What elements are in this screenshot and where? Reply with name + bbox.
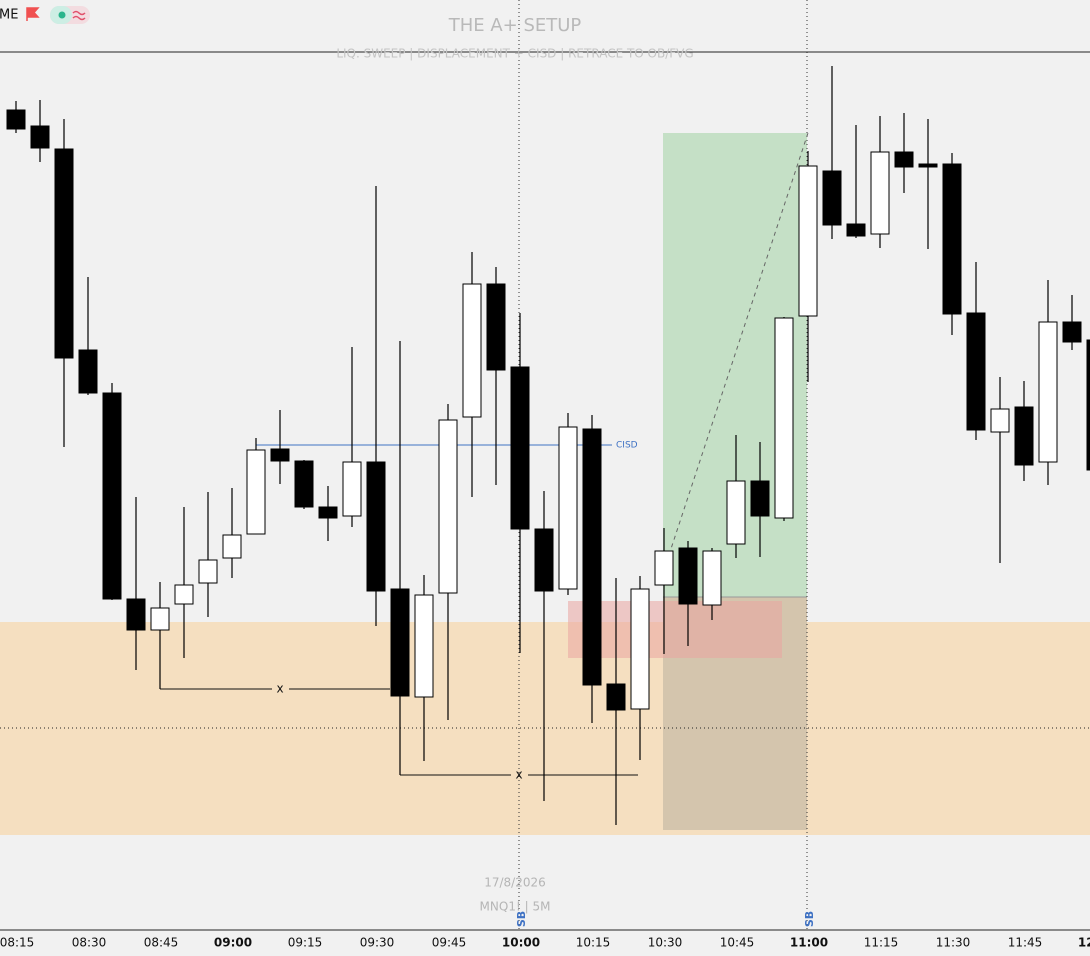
- candle-body: [606, 683, 626, 711]
- wave-icon: [72, 10, 86, 21]
- candle-body: [318, 506, 338, 519]
- candle-body: [534, 528, 554, 592]
- candle-body: [198, 559, 218, 584]
- watermark-date: 17/8/2026: [484, 876, 546, 890]
- x-tick-label: 09:00: [214, 936, 252, 950]
- chart-title: THE A+ SETUP: [448, 15, 582, 36]
- candle-body: [54, 148, 74, 359]
- candle-body: [438, 419, 458, 594]
- time-axis: 08:15 08:30 08:45 09:00 09:15 09:30 09:45 10:00…: [0, 936, 1090, 950]
- x-tick-label: 11:45: [1008, 936, 1043, 950]
- candle-body: [678, 547, 698, 605]
- x-tick-label: 08:30: [72, 936, 107, 950]
- candle-body: [1062, 321, 1082, 343]
- candle-body: [462, 283, 482, 418]
- candle-body: [78, 349, 98, 394]
- x-tick-label: 10:15: [576, 936, 611, 950]
- candle-body: [966, 312, 986, 431]
- candle-body: [390, 588, 410, 697]
- candle-body: [798, 165, 818, 317]
- candle-body: [870, 151, 890, 235]
- candle-body: [582, 428, 602, 686]
- x-tick-label: 10:30: [648, 936, 683, 950]
- candle-body: [750, 480, 770, 517]
- symbol-tag: ME: [0, 8, 18, 23]
- candle-body: [6, 109, 26, 130]
- status-dot: [58, 11, 66, 19]
- candle-body: [942, 163, 962, 315]
- candles: [6, 66, 1090, 825]
- x-tick-label: 08:15: [0, 936, 34, 950]
- candle-body: [510, 366, 530, 530]
- x-tick-label: 12:00: [1078, 936, 1090, 950]
- candle-body: [774, 317, 794, 519]
- candle-body: [1038, 321, 1058, 463]
- candle-body: [1014, 406, 1034, 466]
- cisd-label: CISD: [616, 441, 638, 451]
- candle-body: [654, 550, 674, 586]
- candle-body: [342, 461, 362, 517]
- x-tick-label: 10:00: [502, 936, 540, 950]
- candle-body: [846, 223, 866, 237]
- candle-body: [102, 392, 122, 600]
- session-label: SB: [803, 911, 816, 927]
- sweep-mark: x: [276, 682, 283, 696]
- watermark-symbol: MNQ1! | 5M: [480, 900, 551, 914]
- candle-body: [270, 448, 290, 462]
- x-tick-label: 08:45: [144, 936, 179, 950]
- x-tick-label: 09:15: [288, 936, 323, 950]
- candle-body: [990, 408, 1010, 433]
- x-tick-label: 09:45: [432, 936, 467, 950]
- candle-body: [486, 283, 506, 371]
- flag-icon[interactable]: [26, 7, 40, 21]
- candle-body: [150, 607, 170, 631]
- candle-body: [126, 598, 146, 631]
- candle-body: [246, 449, 266, 535]
- x-tick-label: 10:45: [720, 936, 755, 950]
- candle-body: [366, 461, 386, 592]
- fvg-box: [568, 601, 782, 658]
- x-tick-label: 11:15: [864, 936, 899, 950]
- candle-body: [726, 480, 746, 545]
- candle-body: [918, 163, 938, 168]
- x-tick-label: 11:30: [936, 936, 971, 950]
- candle-body: [174, 584, 194, 605]
- candle-body: [30, 125, 50, 149]
- candle-body: [1086, 339, 1090, 471]
- candle-body: [894, 151, 914, 168]
- candle-body: [222, 534, 242, 559]
- session-label: SB: [515, 911, 528, 927]
- candle-body: [414, 594, 434, 698]
- candle-body: [630, 588, 650, 710]
- x-tick-label: 09:30: [360, 936, 395, 950]
- sweep-mark: x: [515, 768, 522, 782]
- chart-subtitle: LIQ. SWEEP | DISPLACEMENT + CISD | RETRA…: [336, 47, 693, 61]
- candle-body: [294, 460, 314, 508]
- candle-body: [558, 426, 578, 590]
- candle-body: [702, 550, 722, 606]
- x-tick-label: 11:00: [790, 936, 828, 950]
- candle-body: [822, 170, 842, 226]
